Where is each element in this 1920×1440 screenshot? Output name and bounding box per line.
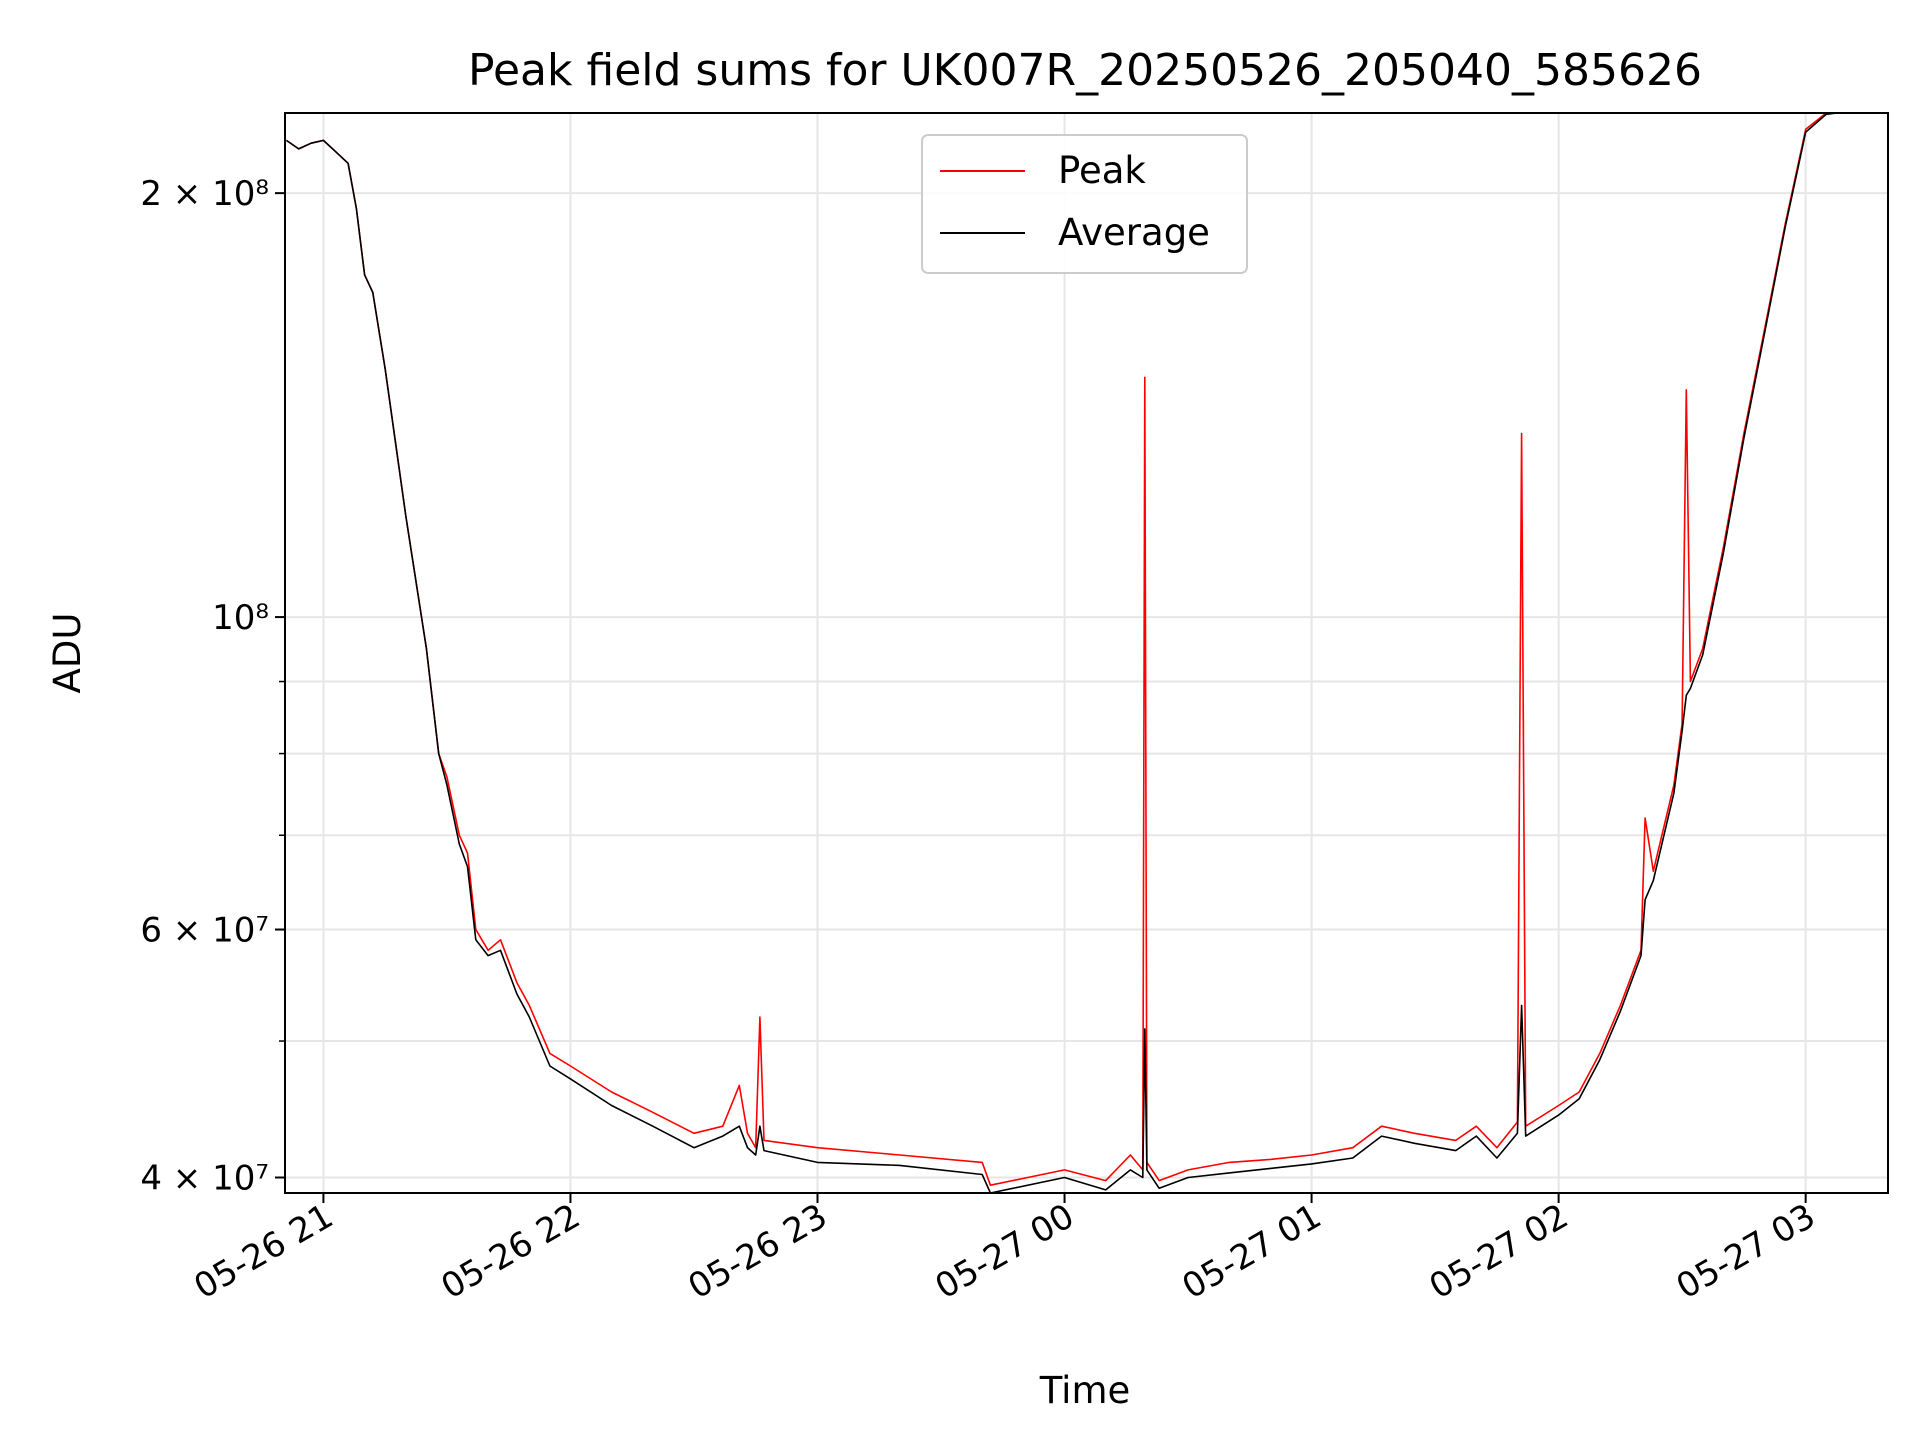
y-tick-label: 6 × 10⁷ bbox=[140, 911, 269, 951]
chart-title: Peak field sums for UK007R_20250526_2050… bbox=[468, 45, 1702, 96]
y-axis: 4 × 10⁷ 6 × 10⁷ 10⁸ 2 × 10⁸ bbox=[140, 174, 285, 1199]
y-axis-label: ADU bbox=[46, 613, 89, 694]
y-tick-label: 10⁸ bbox=[212, 598, 269, 638]
plot-frame bbox=[284, 112, 1889, 1194]
y-tick-label: 2 × 10⁸ bbox=[140, 174, 269, 214]
legend: Peak Average bbox=[921, 134, 1248, 274]
legend-label-average: Average bbox=[1058, 211, 1210, 254]
legend-box bbox=[921, 134, 1248, 274]
legend-label-peak: Peak bbox=[1058, 149, 1146, 192]
series-line-average bbox=[285, 113, 1843, 1193]
series-layer bbox=[285, 113, 1843, 1193]
x-axis-label: Time bbox=[1039, 1369, 1131, 1412]
y-tick-label: 4 × 10⁷ bbox=[140, 1159, 269, 1199]
